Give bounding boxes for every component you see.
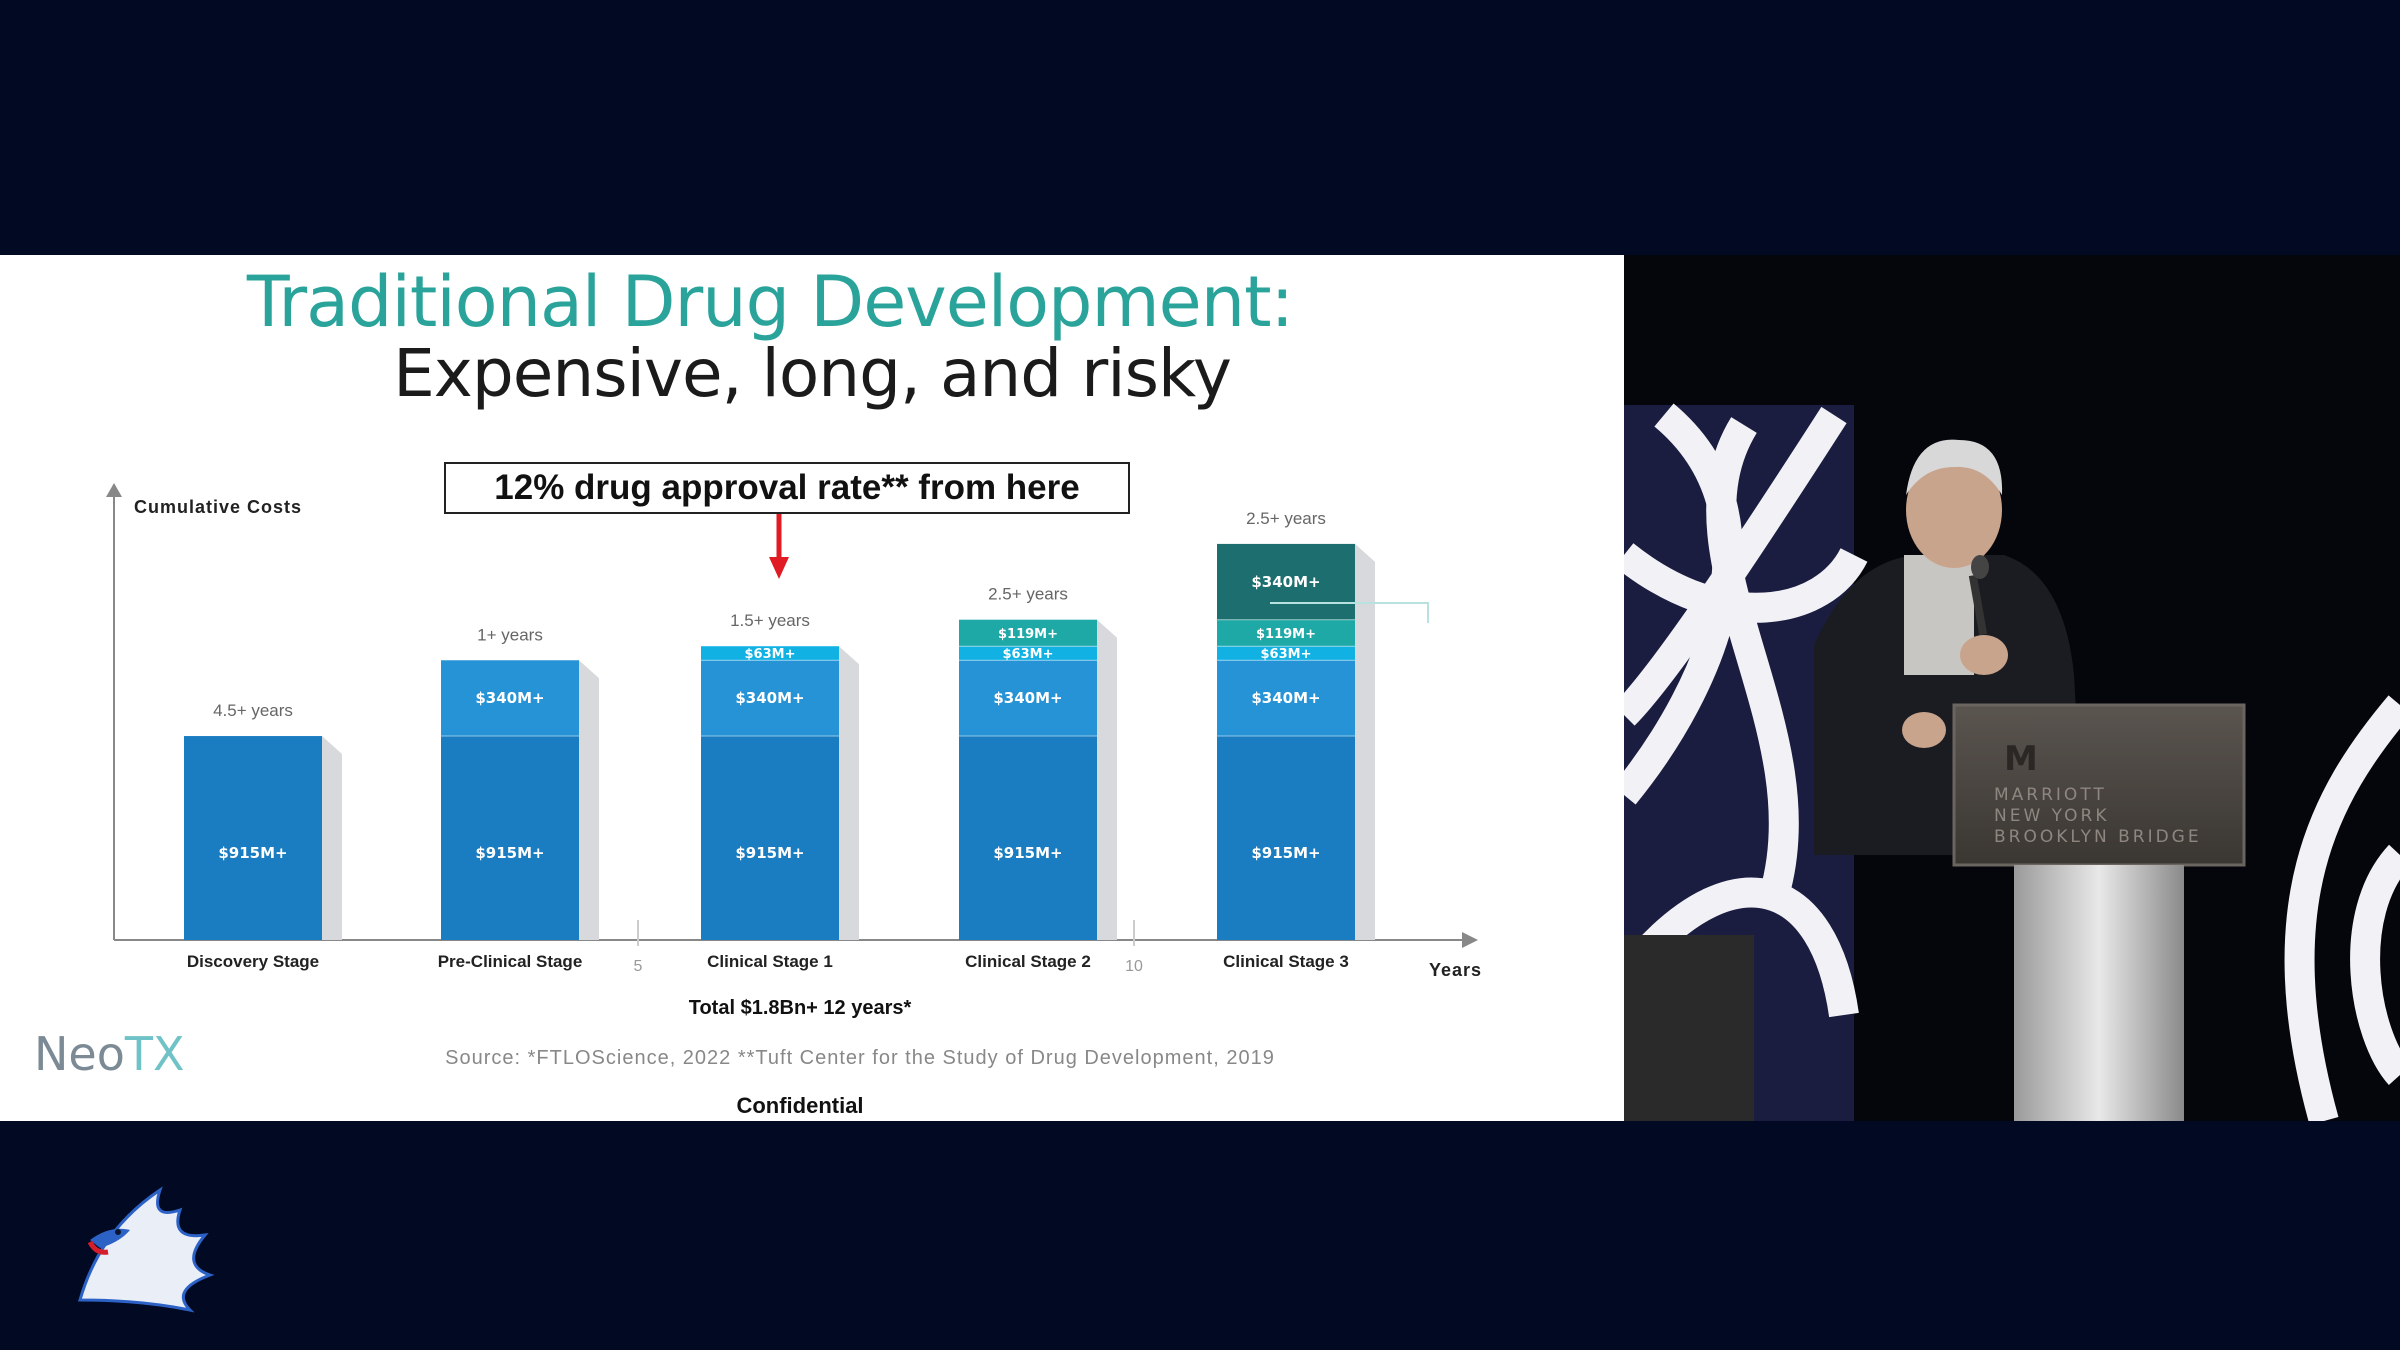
bar-shadow bbox=[839, 646, 859, 940]
stage-category-label: Pre-Clinical Stage bbox=[438, 952, 583, 971]
bar-value-label: $340M+ bbox=[475, 689, 544, 707]
bar-value-label: $915M+ bbox=[993, 844, 1062, 862]
y-axis-arrow-icon bbox=[106, 483, 122, 497]
bar-segment bbox=[184, 736, 322, 940]
side-table bbox=[1624, 935, 1754, 1121]
marriott-logo-icon: M bbox=[2004, 739, 2038, 779]
logo-neo: Neo bbox=[34, 1027, 125, 1081]
bar-value-label: $119M+ bbox=[1256, 627, 1316, 642]
bar-value-label: $915M+ bbox=[218, 844, 287, 862]
bar-segment bbox=[1217, 736, 1355, 940]
stage-duration-label: 1.5+ years bbox=[730, 611, 810, 630]
stage-duration-label: 2.5+ years bbox=[1246, 509, 1326, 528]
bar-value-label: $915M+ bbox=[735, 844, 804, 862]
stage-category-label: Clinical Stage 1 bbox=[707, 952, 833, 971]
bar-segment bbox=[959, 736, 1097, 940]
bar-shadow bbox=[579, 660, 599, 940]
bar-value-label: $915M+ bbox=[475, 844, 544, 862]
bar-shadow bbox=[1097, 619, 1117, 940]
x-axis-label: Years bbox=[1429, 960, 1482, 980]
bar-segment bbox=[959, 619, 1097, 647]
red-arrow-head-icon bbox=[769, 557, 789, 579]
bar-value-label: $63M+ bbox=[1003, 647, 1054, 662]
bar-value-label: $63M+ bbox=[1261, 647, 1312, 662]
podium-text-line-3: BROOKLYN BRIDGE bbox=[1994, 827, 2202, 847]
podium: M MARRIOTT NEW YORK BROOKLYN BRIDGE bbox=[1952, 703, 2246, 1121]
y-axis-label: Cumulative Costs bbox=[134, 497, 302, 517]
logo-tx: TX bbox=[124, 1027, 185, 1081]
bar-segment bbox=[701, 660, 839, 737]
stacked-bar-chart: Cumulative Costs Years 5 10 $915M+ 4.5+ years… bbox=[106, 483, 1482, 980]
x-axis-arrow-icon bbox=[1462, 932, 1478, 948]
bar-shadow bbox=[322, 736, 342, 940]
bar-segment bbox=[1217, 660, 1355, 737]
connector-line bbox=[1270, 602, 1429, 623]
podium-text-line-2: NEW YORK bbox=[1994, 806, 2109, 826]
bar-segment bbox=[701, 736, 839, 940]
podium-text-line-1: MARRIOTT bbox=[1994, 785, 2107, 805]
presentation-slide: Traditional Drug Development: Expensive,… bbox=[0, 255, 1624, 1121]
neotx-logo: NeoTX bbox=[34, 1027, 184, 1081]
speaker-video-panel: M MARRIOTT NEW YORK BROOKLYN BRIDGE bbox=[1624, 255, 2400, 1121]
total-cost-label: Total $1.8Bn+ 12 years* bbox=[688, 997, 912, 1019]
bar-segment bbox=[701, 646, 839, 661]
stage-duration-label: 1+ years bbox=[477, 625, 543, 644]
stage-scene: M MARRIOTT NEW YORK BROOKLYN BRIDGE bbox=[1624, 255, 2400, 1121]
stage-category-label: Clinical Stage 3 bbox=[1223, 952, 1349, 971]
decorative-swirls bbox=[1624, 403, 2400, 1121]
bar-value-label: $340M+ bbox=[993, 689, 1062, 707]
year-tick-label: 5 bbox=[634, 958, 643, 975]
bar-value-label: $915M+ bbox=[1251, 844, 1320, 862]
stage-category-label: Discovery Stage bbox=[187, 952, 319, 971]
approval-rate-callout: 12% drug approval rate** from here bbox=[444, 462, 1130, 514]
stage-duration-label: 2.5+ years bbox=[988, 585, 1068, 604]
bar-segment bbox=[1217, 619, 1355, 647]
slide-title-line-2: Expensive, long, and risky bbox=[393, 335, 1232, 412]
confidential-label: Confidential bbox=[736, 1093, 864, 1118]
stage-category-label: Clinical Stage 2 bbox=[965, 952, 1091, 971]
bar-segment bbox=[441, 736, 579, 940]
year-tick-label: 10 bbox=[1125, 958, 1143, 975]
bar-segment bbox=[1217, 646, 1355, 661]
bar-value-label: $340M+ bbox=[1251, 573, 1320, 591]
bar-segment bbox=[441, 660, 579, 737]
bar-segment bbox=[959, 646, 1097, 661]
bar-value-label: $119M+ bbox=[998, 627, 1058, 642]
bar-segment bbox=[959, 660, 1097, 737]
slide-title-line-1: Traditional Drug Development: bbox=[246, 261, 1294, 343]
source-citation: Source: *FTLOScience, 2022 **Tuft Center… bbox=[445, 1047, 1275, 1069]
stage-duration-label: 4.5+ years bbox=[213, 701, 293, 720]
bar-segment bbox=[1217, 543, 1355, 620]
bar-value-label: $340M+ bbox=[1251, 689, 1320, 707]
bar-shadow bbox=[1355, 543, 1375, 940]
eagle-badge-icon bbox=[78, 1186, 215, 1313]
bar-value-label: $340M+ bbox=[735, 689, 804, 707]
bar-value-label: $63M+ bbox=[745, 647, 796, 662]
